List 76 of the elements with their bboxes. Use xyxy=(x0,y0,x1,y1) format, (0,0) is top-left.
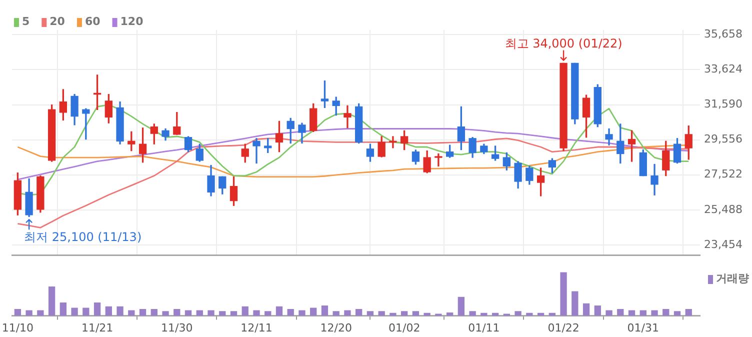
legend-label: 5 xyxy=(22,14,30,28)
bar xyxy=(105,306,112,316)
legend-label: 20 xyxy=(50,14,66,28)
x-tick-label: 11/21 xyxy=(81,321,114,334)
x-tick-label: 12/11 xyxy=(240,321,272,334)
y-tick-label: 29,556 xyxy=(704,132,742,146)
bar xyxy=(378,311,385,316)
bar xyxy=(514,311,522,316)
bar xyxy=(356,308,362,316)
bar xyxy=(37,310,44,316)
bar xyxy=(14,308,22,316)
bar xyxy=(526,312,533,316)
bar xyxy=(412,311,420,316)
bar xyxy=(366,311,374,316)
bar xyxy=(60,302,67,316)
bar xyxy=(390,312,396,316)
x-tick-label: 11/10 xyxy=(2,321,34,334)
bar xyxy=(458,296,465,316)
legend-label: 60 xyxy=(84,14,101,28)
bar xyxy=(298,310,306,316)
bar xyxy=(662,308,670,316)
bar xyxy=(287,308,294,316)
bar xyxy=(219,311,226,316)
bar xyxy=(208,310,214,316)
bar xyxy=(617,308,624,316)
x-tick-label: 11/30 xyxy=(161,321,193,334)
annotation: 최저 25,100 (11/13) xyxy=(24,230,142,244)
bar xyxy=(139,308,146,316)
bar xyxy=(582,303,590,316)
bar xyxy=(685,308,692,316)
bar xyxy=(424,312,430,316)
candlestick xyxy=(389,136,397,148)
candlestick xyxy=(344,105,352,128)
bar xyxy=(116,306,124,316)
bar xyxy=(26,310,32,316)
y-tick-label: 23,454 xyxy=(704,238,742,251)
bar xyxy=(469,311,476,316)
x-tick-label: 01/31 xyxy=(627,321,659,334)
bar xyxy=(94,302,101,316)
bar xyxy=(560,272,567,316)
candlestick xyxy=(434,153,442,166)
bar xyxy=(230,311,238,316)
bar xyxy=(321,306,328,316)
bar xyxy=(276,306,283,316)
bar xyxy=(264,311,272,316)
bar xyxy=(253,310,260,316)
bar xyxy=(48,286,56,316)
y-tick-label: 33,624 xyxy=(704,62,742,76)
bar xyxy=(332,311,340,316)
bar xyxy=(401,311,408,316)
bar xyxy=(162,311,169,316)
bar xyxy=(572,291,578,316)
annotation: 최고 34,000 (01/22) xyxy=(504,36,622,50)
bar xyxy=(674,311,681,316)
legend-label: 거래량 xyxy=(716,272,749,285)
legend-label: 120 xyxy=(120,14,144,28)
bar xyxy=(150,308,158,316)
bar xyxy=(242,306,248,316)
bar xyxy=(594,306,601,316)
candlestick xyxy=(252,138,260,164)
bar xyxy=(480,312,488,316)
bar xyxy=(310,308,317,316)
bar xyxy=(651,310,658,316)
bar xyxy=(344,310,351,316)
y-tick-label: 27,522 xyxy=(704,168,742,181)
y-tick-label: 35,658 xyxy=(704,28,742,41)
y-tick-label: 25,488 xyxy=(704,202,742,216)
bar xyxy=(174,308,180,316)
x-tick-label: 01/22 xyxy=(548,321,580,334)
y-tick-label: 31,590 xyxy=(704,98,742,111)
x-tick-label: 12/20 xyxy=(320,321,352,334)
x-tick-label: 01/11 xyxy=(468,321,500,334)
bar xyxy=(606,310,612,316)
bar xyxy=(71,308,78,316)
bar xyxy=(82,308,90,316)
x-tick-label: 01/02 xyxy=(388,321,420,334)
